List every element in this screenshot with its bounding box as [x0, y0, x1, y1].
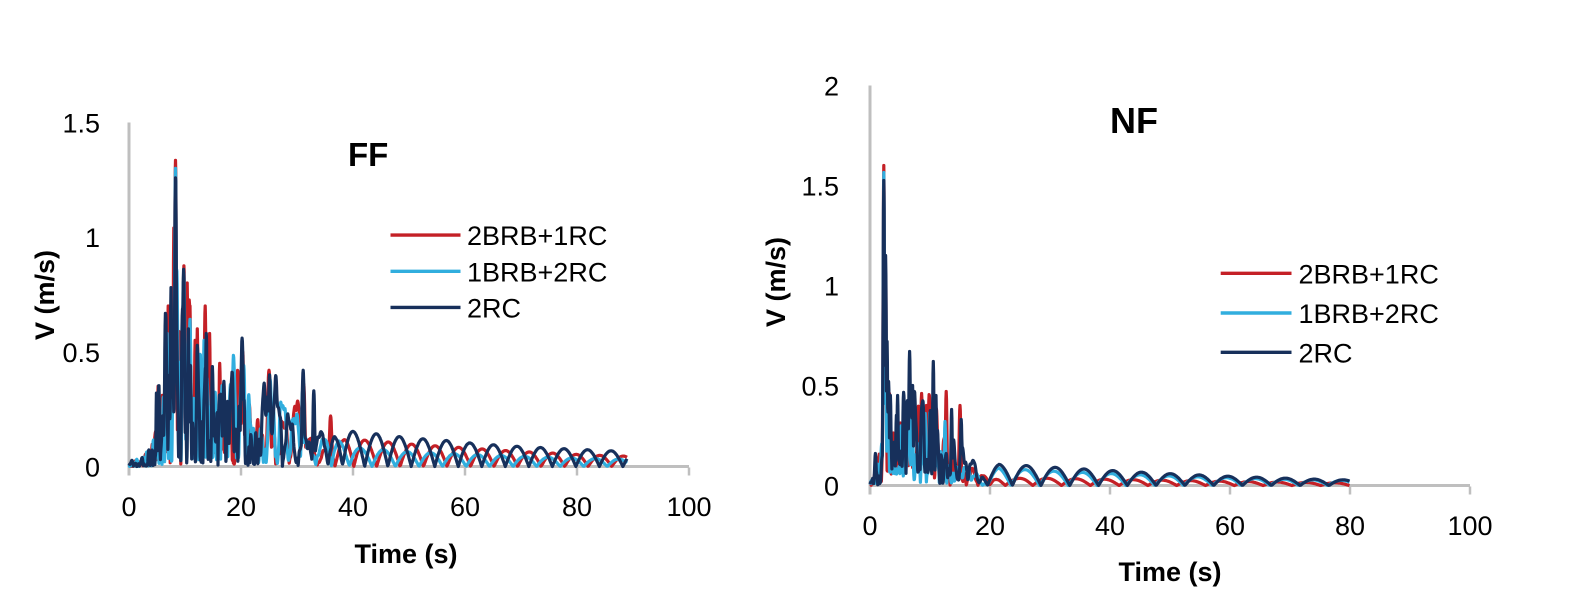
svg-text:60: 60 — [1215, 511, 1245, 541]
svg-text:80: 80 — [562, 492, 592, 522]
svg-text:2BRB+1RC: 2BRB+1RC — [467, 221, 607, 251]
svg-text:80: 80 — [1335, 511, 1365, 541]
svg-text:100: 100 — [666, 492, 711, 522]
svg-text:2BRB+1RC: 2BRB+1RC — [1299, 259, 1439, 289]
svg-text:2RC: 2RC — [1299, 338, 1353, 368]
svg-text:V (m/s): V (m/s) — [761, 237, 791, 327]
svg-text:20: 20 — [226, 492, 256, 522]
svg-text:V (m/s): V (m/s) — [30, 250, 60, 340]
svg-text:20: 20 — [975, 511, 1005, 541]
svg-text:100: 100 — [1447, 511, 1492, 541]
svg-text:0.5: 0.5 — [62, 338, 100, 368]
svg-text:2RC: 2RC — [467, 293, 521, 323]
svg-text:40: 40 — [1095, 511, 1125, 541]
svg-text:1: 1 — [824, 272, 839, 302]
svg-text:40: 40 — [338, 492, 368, 522]
svg-text:0: 0 — [862, 511, 877, 541]
svg-text:1BRB+2RC: 1BRB+2RC — [1299, 299, 1439, 329]
svg-text:1BRB+2RC: 1BRB+2RC — [467, 257, 607, 287]
svg-text:0.5: 0.5 — [801, 372, 839, 402]
svg-text:Time (s): Time (s) — [1118, 557, 1221, 587]
svg-text:1.5: 1.5 — [801, 172, 839, 202]
svg-text:1.5: 1.5 — [62, 109, 100, 139]
svg-text:0: 0 — [824, 472, 839, 502]
svg-text:0: 0 — [121, 492, 136, 522]
svg-text:60: 60 — [450, 492, 480, 522]
svg-text:NF: NF — [1110, 100, 1158, 141]
svg-text:1: 1 — [85, 223, 100, 253]
svg-text:2: 2 — [824, 72, 839, 102]
svg-text:FF: FF — [348, 136, 388, 173]
svg-text:0: 0 — [85, 453, 100, 483]
svg-text:Time (s): Time (s) — [354, 539, 457, 569]
